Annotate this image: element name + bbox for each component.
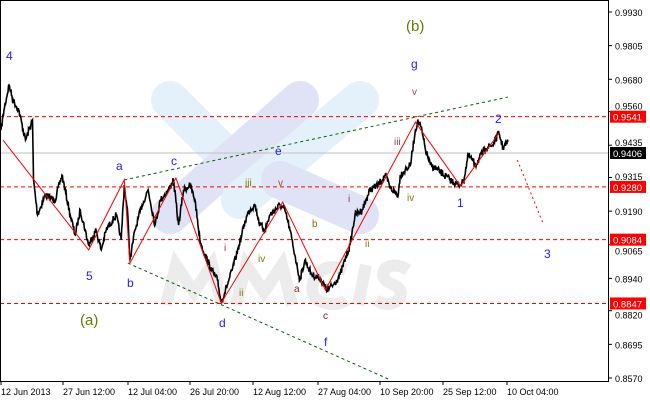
subwave-label-i: i [224,243,227,254]
y-tick-label: 0.8695 [615,340,643,350]
subwave-label-c: c [323,311,328,322]
wave-label-c: c [171,154,177,168]
subwave-label-ii: ii [239,288,244,299]
y-tick-label: 0.9315 [615,172,643,182]
wave-label-b: b [127,276,134,290]
wave-label-d: d [219,316,226,330]
level-price-label: 0.9084 [613,236,642,247]
level-price-box [610,233,646,246]
level-price-label: 0.8847 [613,299,642,310]
x-tick-label: 10 Oct 04:00 [507,387,559,397]
wave-label-4: 4 [6,49,13,63]
x-tick-label: 12 Jun 2013 [1,387,51,397]
x-tick-label: 12 Aug 12:00 [253,387,306,397]
y-tick-label: 0.9435 [615,138,643,148]
level-price-box [610,297,646,310]
y-axis: 0.9930 0.9805 0.9680 0.9560 0.9435 0.9315 0.91… [609,8,643,384]
x-tick-label: 27 Aug 04:00 [318,387,371,397]
subwave-label-i-2: i [348,194,351,205]
wave-projection-line [516,159,544,225]
wave-label-a: a [116,159,123,173]
subwave-label-iii-2: iii [394,137,401,148]
x-axis: 12 Jun 2013 27 Jun 12:00 12 Jul 04:00 26 Ju… [0,382,559,397]
x-tick-label: 27 Jun 12:00 [63,387,115,397]
y-tick-label: 0.9560 [615,102,643,112]
subwave-label-iii: iii [245,178,252,189]
y-tick-label: 0.8570 [615,374,643,384]
y-tick-label: 0.9065 [615,247,643,257]
y-tick-label: 0.9805 [615,42,643,52]
wave-label-g: g [411,57,418,71]
wave-label-big-b: (b) [406,18,425,35]
wave-label-big-a: (a) [80,312,99,329]
wave-label-e: e [275,144,282,158]
subwave-label-iv-2: iv [407,193,415,204]
x-tick-label: 10 Sep 20:00 [380,387,434,397]
subwave-label-b: b [312,219,318,230]
level-price-box [610,180,646,193]
current-price-label: 0.9406 [613,149,642,160]
watermark-lettering [160,250,412,311]
x-tick-label: 12 Jul 04:00 [128,387,177,397]
subwave-label-v: v [278,178,283,189]
subwave-label-a: a [294,284,300,295]
level-price-box [610,110,646,123]
y-tick-label: 0.8820 [615,310,643,320]
y-tick-label: 0.9680 [615,75,643,85]
wave-zigzag-line [2,121,500,305]
wave-label-3: 3 [544,247,551,261]
wave-label-2: 2 [495,112,502,126]
mmcis-watermark-logo [151,81,412,311]
subwave-label-ii-2: ii [365,239,370,250]
x-tick-label: 26 Jul 20:00 [190,387,239,397]
x-tick-label: 25 Sep 12:00 [443,387,497,397]
level-price-label: 0.9541 [613,113,642,124]
y-tick-label: 0.9190 [615,207,643,217]
subwave-label-iv: iv [258,254,266,265]
subwave-label-v-2: v [412,87,417,98]
level-price-label: 0.9280 [613,183,642,194]
y-tick-label: 0.9930 [615,8,643,18]
wave-label-f: f [324,335,328,349]
plot-frame [0,0,609,382]
wave-label-5: 5 [86,269,93,283]
price-series-line [0,83,509,305]
wave-label-1: 1 [457,196,464,210]
y-tick-label: 0.8940 [615,274,643,284]
current-price-box [610,147,646,160]
